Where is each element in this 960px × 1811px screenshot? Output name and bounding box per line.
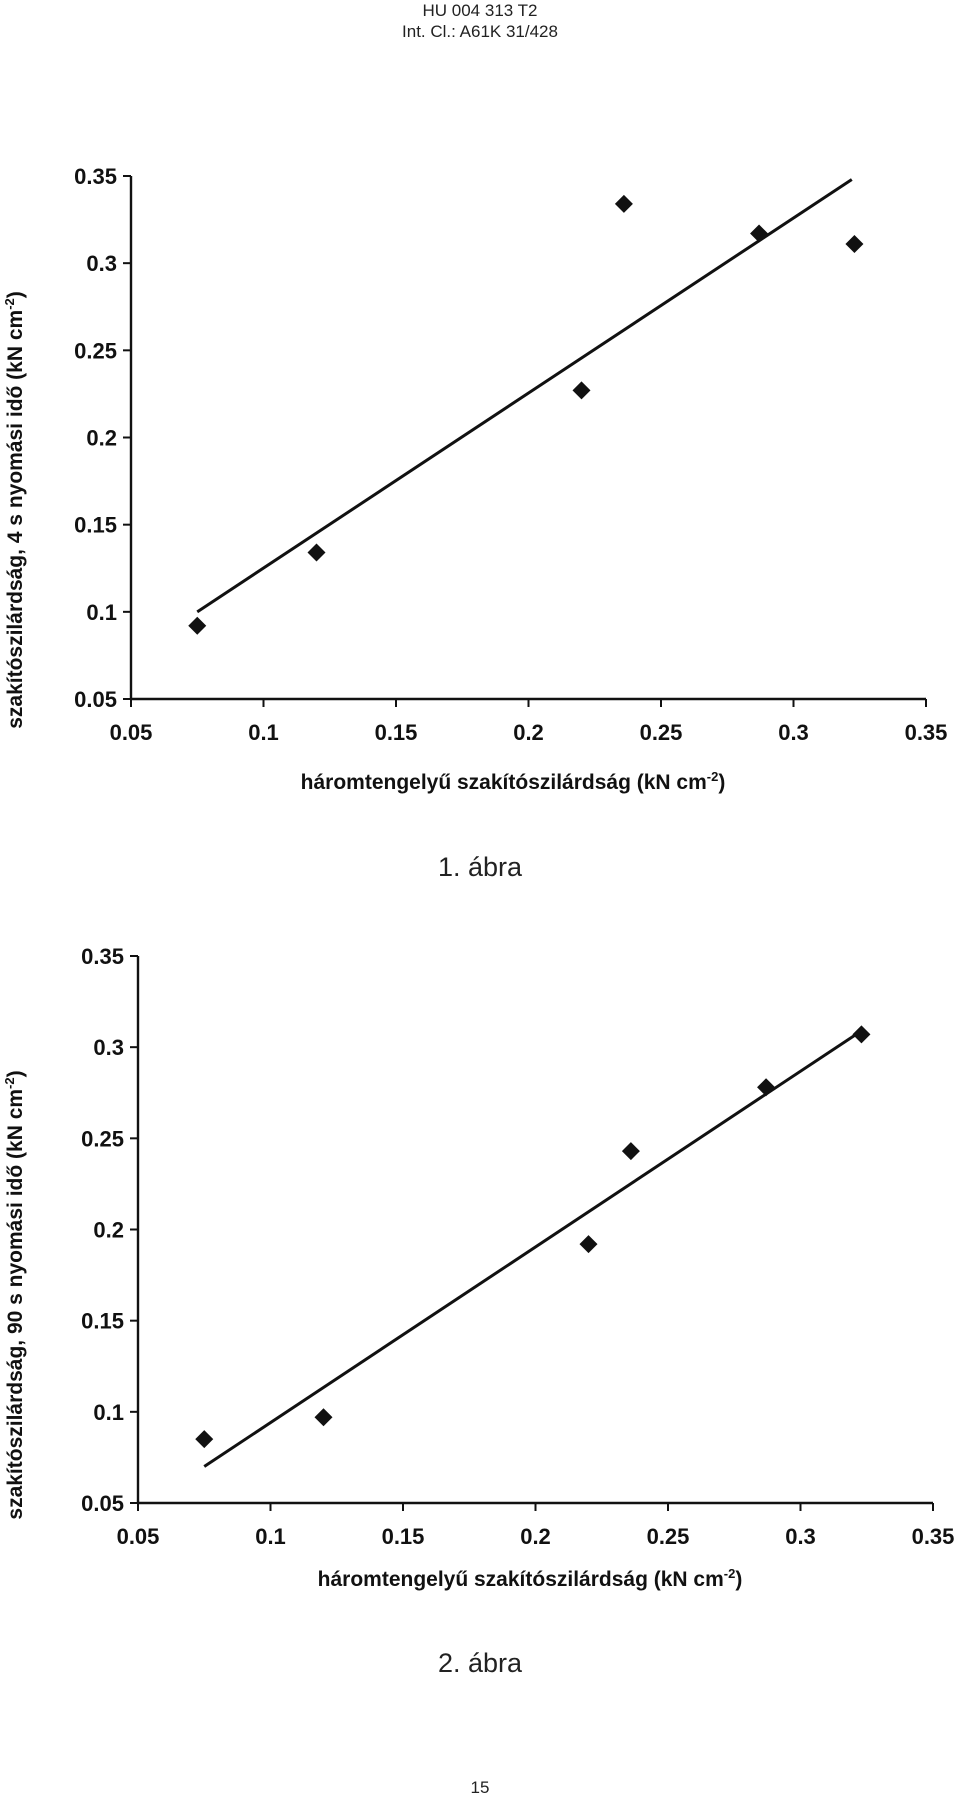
- figure-2-y-axis-label: szakítószilárdság, 90 s nyomási idő (kN …: [2, 1070, 27, 1519]
- figure-1-x-tick-label: 0.3: [778, 720, 809, 745]
- figure-2-x-tick-label: 0.25: [647, 1524, 690, 1549]
- figure-1-chart: szakítószilárdság, 4 s nyomási idő (kN c…: [0, 110, 960, 810]
- figure-1-x-axis-label: háromtengelyű szakítószilárdság (kN cm-2…: [301, 769, 726, 794]
- figure-2-x-axis-label: háromtengelyű szakítószilárdság (kN cm-2…: [318, 1566, 743, 1591]
- figure-2-data-point: [195, 1430, 214, 1449]
- figure-2-x-tick-label: 0.35: [912, 1524, 955, 1549]
- figure-1-x-tick-label: 0.1: [248, 720, 279, 745]
- figure-2-y-tick-label: 0.35: [81, 944, 124, 969]
- figure-1-svg: szakítószilárdság, 4 s nyomási idő (kN c…: [2, 164, 948, 794]
- figure-1-y-tick-label: 0.05: [74, 687, 117, 712]
- figure-2-data-point: [621, 1142, 640, 1161]
- figure-2-x-tick-label: 0.2: [520, 1524, 551, 1549]
- figure-2-x-tick-label: 0.1: [255, 1524, 286, 1549]
- page-header: HU 004 313 T2 Int. Cl.: A61K 31/428: [0, 0, 960, 42]
- figure-1-caption: 1. ábra: [437, 852, 523, 882]
- figure-2-y-tick-label: 0.3: [93, 1035, 124, 1060]
- figure-1-x-tick-label: 0.25: [640, 720, 683, 745]
- figure-2-y-tick-label: 0.1: [93, 1400, 124, 1425]
- figure-2-y-tick-label: 0.25: [81, 1126, 124, 1151]
- page-number: 15: [470, 1778, 490, 1797]
- figure-2-y-tick-label: 0.15: [81, 1309, 124, 1334]
- figure-1-y-tick-label: 0.1: [86, 600, 117, 625]
- figure-2-chart: szakítószilárdság, 90 s nyomási idő (kN …: [0, 895, 960, 1595]
- figure-1-x-tick-label: 0.35: [905, 720, 948, 745]
- figure-1-y-tick-label: 0.15: [74, 513, 117, 538]
- figure-2-x-tick-label: 0.05: [117, 1524, 160, 1549]
- figure-1-data-point: [845, 234, 864, 253]
- figure-2-y-tick-label: 0.2: [93, 1218, 124, 1243]
- figure-2-caption: 2. ábra: [437, 1648, 523, 1678]
- figure-1-x-tick-label: 0.05: [110, 720, 153, 745]
- figure-1-data-point: [572, 381, 591, 400]
- figure-1-y-tick-label: 0.2: [86, 426, 117, 451]
- figure-2-data-point: [757, 1078, 776, 1097]
- figure-1-y-axis-label: szakítószilárdság, 4 s nyomási idő (kN c…: [2, 291, 27, 729]
- figure-1-data-point: [188, 616, 207, 635]
- figure-1-data-point: [307, 543, 326, 562]
- figure-1-y-tick-label: 0.35: [74, 164, 117, 189]
- figure-1-y-tick-label: 0.3: [86, 251, 117, 276]
- figure-2-data-point: [314, 1408, 333, 1427]
- figure-1-x-tick-label: 0.2: [513, 720, 544, 745]
- figure-2-svg: szakítószilárdság, 90 s nyomási idő (kN …: [2, 944, 955, 1591]
- figure-2-data-point: [852, 1025, 871, 1044]
- figure-1-x-tick-label: 0.15: [375, 720, 418, 745]
- classification-code: Int. Cl.: A61K 31/428: [402, 22, 558, 41]
- figure-2-x-tick-label: 0.15: [382, 1524, 425, 1549]
- figure-1-data-point: [750, 224, 769, 243]
- figure-2-x-tick-label: 0.3: [785, 1524, 816, 1549]
- figure-2-y-tick-label: 0.05: [81, 1491, 124, 1516]
- figure-1-data-point: [614, 194, 633, 213]
- document-number: HU 004 313 T2: [422, 1, 538, 20]
- figure-2-trendline: [203, 1031, 860, 1468]
- figure-2-data-point: [579, 1235, 598, 1254]
- figure-1-y-tick-label: 0.25: [74, 338, 117, 363]
- figure-1-trendline: [196, 178, 853, 614]
